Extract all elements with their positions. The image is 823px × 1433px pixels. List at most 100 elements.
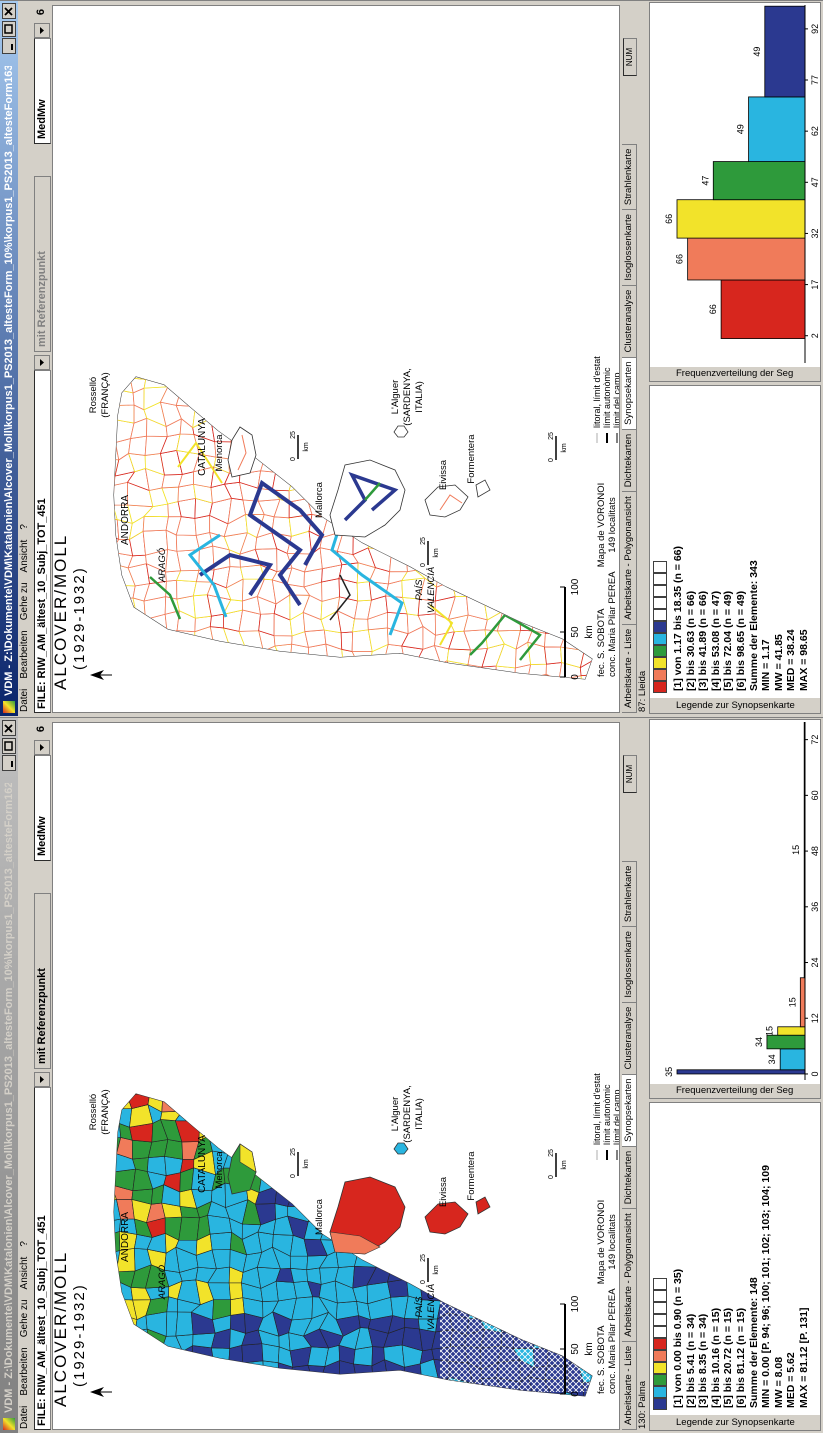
cell [467, 1042, 485, 1064]
dropdown-button[interactable] [34, 23, 50, 38]
cell [165, 650, 181, 663]
cell [192, 681, 215, 699]
cell [562, 1204, 586, 1220]
histogram-heading: Frequenzverteilung der Seg [650, 367, 820, 381]
cell [277, 1109, 292, 1127]
cell [549, 501, 566, 522]
tab[interactable]: Arbeitskarte - Liste [622, 623, 637, 713]
cell [401, 1206, 425, 1218]
cell [382, 1152, 407, 1175]
cell [487, 359, 501, 375]
island [393, 1142, 409, 1155]
cell [318, 422, 341, 440]
cell [168, 1060, 182, 1073]
cell [515, 451, 529, 477]
cell [543, 1094, 565, 1095]
legend-line: [6] bis 98.65 (n = 49) [735, 590, 747, 691]
cell [143, 661, 170, 679]
cell [289, 394, 313, 412]
reference-checkbox[interactable]: mit Referenzpunkt [34, 176, 51, 352]
tab[interactable]: Isoglossenkarte [622, 209, 637, 286]
hatch-area [440, 1282, 590, 1392]
cell [342, 1055, 361, 1075]
bar [779, 1048, 806, 1071]
cell [320, 1094, 343, 1097]
scale-unit: km [584, 1342, 595, 1355]
menu-item[interactable]: ? [19, 524, 30, 530]
bar [720, 279, 806, 339]
cell [389, 546, 408, 573]
dropdown-button[interactable] [34, 1072, 50, 1087]
tab[interactable]: Clusteranalyse [622, 1001, 637, 1075]
tab[interactable]: Isoglossenkarte [622, 926, 637, 1003]
legend-line: MW = 41.85 [772, 634, 785, 691]
cell [466, 1108, 487, 1130]
cell [528, 339, 550, 361]
island-part [329, 1231, 381, 1255]
menu-item[interactable]: Gehe zu [19, 582, 30, 621]
cell [463, 377, 490, 378]
menu-item[interactable]: Datei [19, 1405, 30, 1429]
cell [469, 517, 485, 536]
cell [578, 497, 592, 523]
tab[interactable]: Arbeitskarte - Polygonansicht [622, 1208, 637, 1342]
network-line [187, 533, 228, 618]
cell [114, 1359, 115, 1385]
tab[interactable]: Dichtekarten [622, 428, 637, 493]
reference-checkbox[interactable]: mit Referenzpunkt [34, 893, 51, 1069]
tab[interactable]: Clusteranalyse [622, 284, 637, 358]
cell [545, 1296, 566, 1316]
legend-line: MAX = 81.12 [P. 131] [798, 1307, 810, 1409]
menu-item[interactable]: ? [19, 1241, 30, 1247]
map-info: Mapa de VORONOI [596, 1200, 607, 1284]
cell [241, 1094, 265, 1098]
cell [243, 658, 262, 679]
cell [513, 1103, 532, 1124]
cell [514, 483, 536, 505]
window-button [2, 755, 16, 771]
cell [242, 339, 256, 358]
cell [558, 408, 584, 425]
cell [562, 497, 585, 518]
cell [165, 629, 181, 653]
tab[interactable]: Synopsekarten [622, 1073, 637, 1147]
dropdown-button[interactable] [34, 355, 50, 370]
cell [322, 1104, 345, 1125]
menu-item[interactable]: Ansicht [19, 1256, 30, 1290]
tab[interactable]: Strahlenkarte [622, 143, 637, 211]
menu-item[interactable]: Bearbeiten [19, 630, 30, 679]
island-scale-label: 25 [420, 1254, 427, 1262]
cell [560, 324, 580, 344]
network-line [247, 479, 325, 607]
cell [511, 530, 537, 555]
menu-item[interactable]: Datei [19, 688, 30, 712]
menu-item[interactable]: Bearbeiten [19, 1347, 30, 1396]
tab[interactable]: Dichtekarten [622, 1145, 637, 1210]
dropdown-button[interactable] [34, 740, 50, 755]
cell [371, 377, 391, 397]
cell [421, 1058, 438, 1076]
place-label: VALENCIÀ [426, 567, 437, 613]
cell [544, 409, 569, 425]
menu-item[interactable]: Gehe zu [19, 1299, 30, 1338]
cell [225, 1379, 250, 1396]
legend-line: MED = 5.62 [785, 1352, 798, 1408]
cell [451, 405, 469, 427]
cell [462, 1254, 489, 1269]
tab[interactable]: Arbeitskarte - Liste [622, 1340, 637, 1430]
place-label: Rosselló [88, 377, 99, 413]
credit: fec. S. SOBOTA [596, 1325, 607, 1394]
cell [562, 1185, 581, 1207]
cell [582, 456, 592, 473]
menu-item[interactable]: Ansicht [19, 539, 30, 573]
tab[interactable]: Synopsekarten [622, 356, 637, 430]
window-button [2, 38, 16, 54]
island-part [239, 1143, 257, 1173]
cell [291, 1044, 307, 1058]
cell [340, 631, 353, 653]
tab[interactable]: Arbeitskarte - Polygonansicht [622, 491, 637, 625]
cell [162, 673, 181, 679]
cell [305, 1104, 327, 1125]
tab[interactable]: Strahlenkarte [622, 860, 637, 928]
legend-swatch [653, 669, 667, 681]
